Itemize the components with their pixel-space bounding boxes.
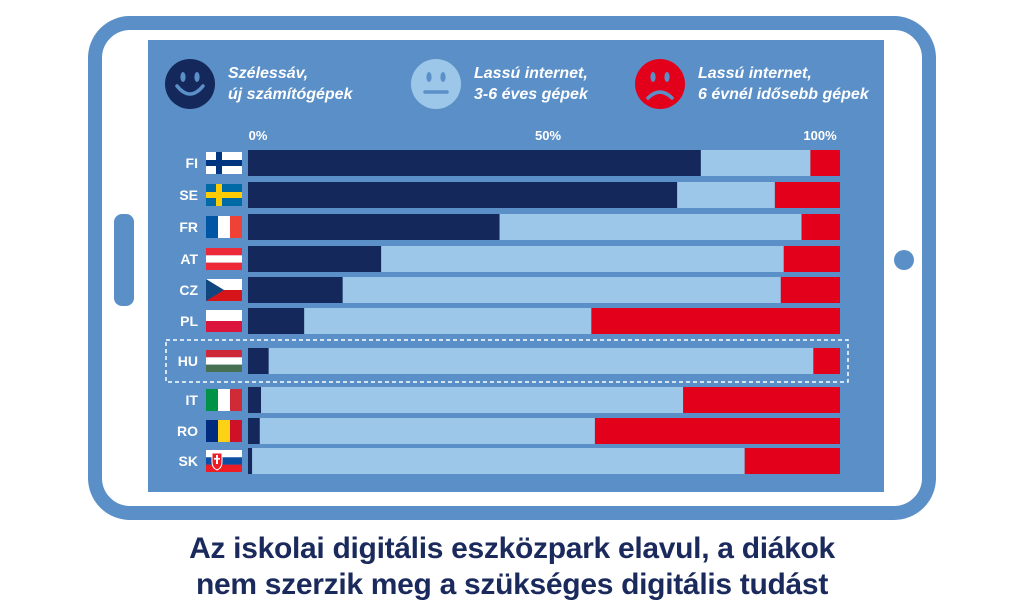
country-label-se: SE <box>179 187 198 203</box>
bar-pl-series-2 <box>304 308 592 334</box>
bar-se-series-2 <box>677 182 775 208</box>
x-tick-label: 50% <box>535 128 561 143</box>
bar-fi-series-1 <box>248 150 701 176</box>
bar-at-series-2 <box>381 246 784 272</box>
country-label-at: AT <box>180 251 198 267</box>
tablet-home-button <box>894 250 914 270</box>
bar-sk-series-2 <box>252 448 745 474</box>
sad-face-icon <box>635 59 685 109</box>
flag-fr-icon <box>206 216 242 238</box>
bar-hu-series-2 <box>268 348 814 374</box>
flag-pl-icon <box>206 310 242 332</box>
flag-ro-icon <box>206 420 242 442</box>
country-label-pl: PL <box>180 313 198 329</box>
bar-hu-series-3 <box>813 348 840 374</box>
country-label-sk: SK <box>179 453 198 469</box>
country-label-hu: HU <box>178 353 198 369</box>
bar-sk-series-1 <box>248 448 253 474</box>
legend-label: Lassú internet, 3-6 éves gépek <box>474 65 588 103</box>
bar-cz-series-3 <box>780 277 840 303</box>
bar-it-series-3 <box>683 387 840 413</box>
legend-label: Lassú internet, 6 évnél idősebb gépek <box>698 65 869 103</box>
flag-it-icon <box>206 389 242 411</box>
bar-fr-series-1 <box>248 214 500 240</box>
country-label-ro: RO <box>177 423 198 439</box>
highlight-box <box>165 339 849 383</box>
flag-hu-icon <box>206 350 242 372</box>
happy-face-icon <box>165 59 215 109</box>
flag-cz-icon <box>206 279 242 301</box>
bar-pl-series-1 <box>248 308 305 334</box>
bar-fi-series-3 <box>810 150 840 176</box>
bar-se-series-3 <box>774 182 840 208</box>
bar-ro-series-1 <box>248 418 260 444</box>
bar-fr-series-3 <box>801 214 840 240</box>
flag-se-icon <box>206 184 242 206</box>
bar-ro-series-3 <box>594 418 840 444</box>
bar-it-series-2 <box>261 387 684 413</box>
country-label-it: IT <box>186 392 199 408</box>
bar-fi-series-2 <box>700 150 811 176</box>
bar-at-series-3 <box>783 246 840 272</box>
flag-sk-icon <box>206 450 242 472</box>
bar-cz-series-2 <box>342 277 781 303</box>
flag-at-icon <box>206 248 242 270</box>
country-label-cz: CZ <box>179 282 198 298</box>
legend-label: Szélessáv, új számítógépek <box>228 65 353 103</box>
tablet-side-button <box>114 214 134 306</box>
bar-hu-series-1 <box>248 348 269 374</box>
country-label-fi: FI <box>186 155 198 171</box>
bar-sk-series-3 <box>744 448 840 474</box>
bar-pl-series-3 <box>591 308 840 334</box>
neutral-face-icon <box>411 59 461 109</box>
bar-se-series-1 <box>248 182 678 208</box>
bar-fr-series-2 <box>499 214 802 240</box>
bar-cz-series-1 <box>248 277 343 303</box>
bar-at-series-1 <box>248 246 382 272</box>
x-tick-label: 0% <box>249 128 268 143</box>
flag-fi-icon <box>206 152 242 174</box>
bar-ro-series-2 <box>259 418 595 444</box>
x-tick-label: 100% <box>803 128 837 143</box>
page-title: Az iskolai digitális eszközpark elavul, … <box>189 532 835 601</box>
country-label-fr: FR <box>179 219 198 235</box>
bar-it-series-1 <box>248 387 262 413</box>
